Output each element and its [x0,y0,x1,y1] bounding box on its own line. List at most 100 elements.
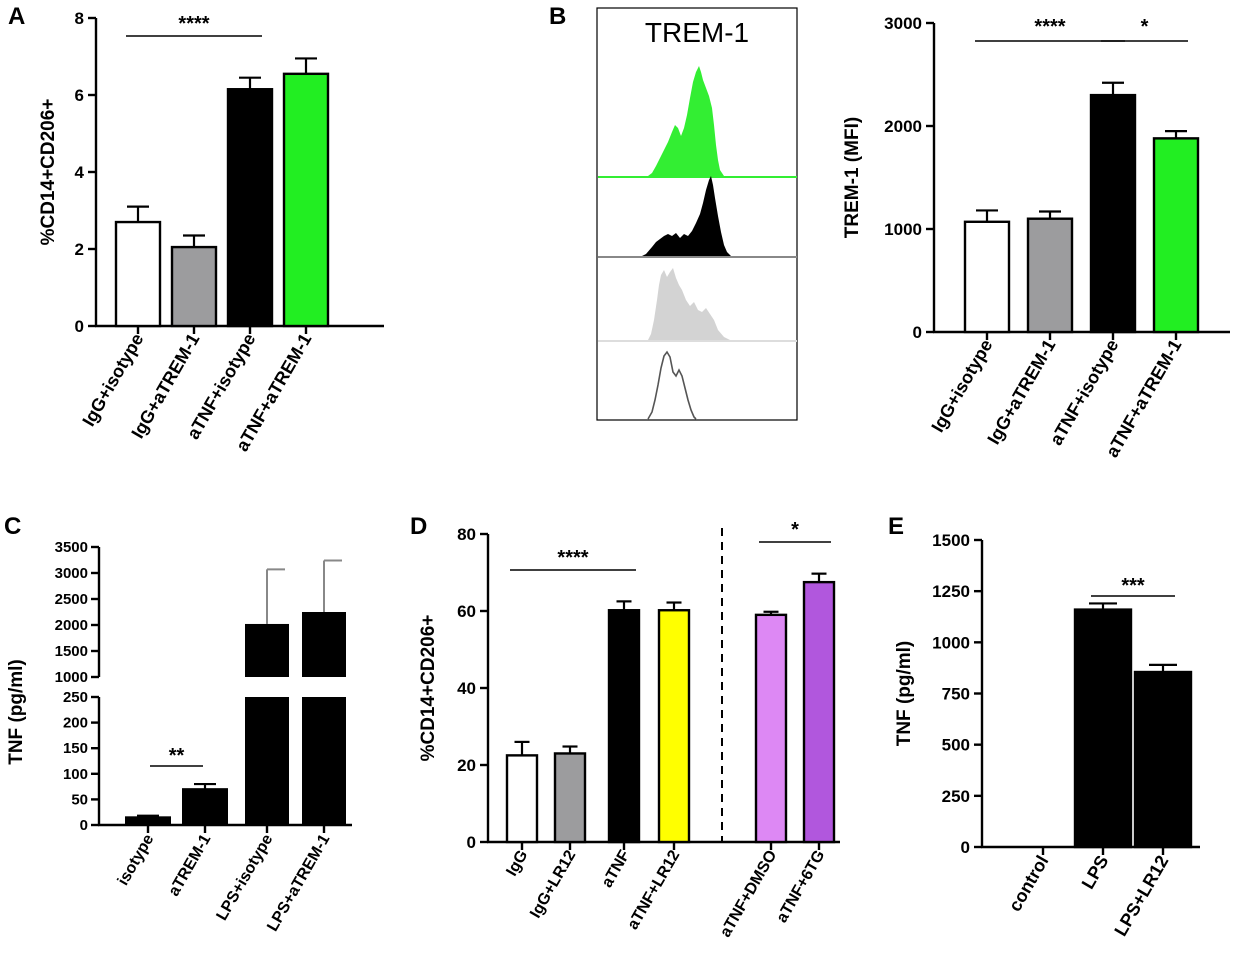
y-tick-label: 2 [75,240,84,259]
bar [963,220,1011,334]
y-tick-label: 2000 [55,617,88,634]
significance-label: * [791,519,799,541]
category-label: LPS+LR12 [1110,852,1172,940]
y-tick-label: 3000 [55,565,88,582]
y-tick-label: 60 [457,602,476,621]
category-label: aTNF+LR12 [625,847,684,932]
chart-b: 0 1000 2000 3000 TREM-1 (MFI) IgG+isotypeIgG+… [842,14,1230,461]
y-tick-label: 50 [71,791,88,808]
category-label: IgG [503,848,531,880]
y-tick-label: 1000 [55,669,88,686]
category-label: LPS+aTREM-1 [264,831,333,934]
panel-letter-e: E [888,513,904,540]
category-label: isotype [115,831,158,888]
y-tick-label: 250 [942,787,970,806]
bar [282,72,330,328]
bar [1026,217,1074,334]
bar [657,609,691,844]
panel-letter-a: A [8,3,25,30]
bar [505,754,539,844]
significance-label: ** [169,745,185,767]
bar [170,245,218,328]
category-label: IgG+aTREM-1 [983,336,1059,448]
y-axis-label: TREM-1 (MFI) [842,117,863,238]
y-tick-label: 250 [63,689,88,706]
bar [125,816,171,827]
y-tick-label: 3000 [884,14,922,33]
bar [1073,608,1133,849]
y-tick-label: 0 [467,833,476,852]
y-tick-label: 0 [913,323,922,342]
y-tick-label: 40 [457,679,476,698]
y-tick-label: 2500 [55,591,88,608]
y-tick-label: 3500 [55,539,88,556]
bar [1089,93,1137,334]
y-axis-label: %CD14+CD206+ [38,99,59,246]
bar-lower-segment [302,697,346,825]
significance-label: **** [557,547,588,569]
y-tick-label: 1000 [932,633,970,652]
y-axis-label: %CD14+CD206+ [418,615,439,762]
chart-e: 0 250 500 750 1000 1250 1500 TNF (pg/ml) control… [894,531,1200,940]
y-tick-label: 1000 [884,220,922,239]
y-tick-label: 200 [63,715,88,732]
y-tick-label: 20 [457,756,476,775]
bar-upper-segment [245,623,289,677]
y-tick-label: 1500 [932,531,970,550]
bar [802,580,836,844]
y-axis-label: TNF (pg/ml) [894,641,915,747]
bar-upper-segment [302,612,346,677]
category-label: control [1005,852,1053,915]
y-tick-label: 100 [63,766,88,783]
y-tick-label: 1250 [932,582,970,601]
trem1-histogram: TREM-1 [596,7,798,421]
y-tick-label: 8 [75,9,84,28]
y-tick-label: 1500 [55,643,88,660]
histogram-trace-gray [598,268,797,340]
y-tick-label: 150 [63,740,88,757]
histogram-trace-outline [647,350,697,420]
significance-label: * [1141,16,1149,38]
significance-label: **** [178,13,209,35]
category-label: IgG+LR12 [527,847,579,921]
category-label: aTREM-1 [166,831,215,899]
histogram-trace-green [598,66,797,176]
category-label: aTNF+6TG [774,848,829,926]
chart-c: 1000 1500 2000 2500 3000 3500 0 50 100 150 200 250 T… [6,539,352,934]
bar [553,752,587,844]
panel-letter-b: B [549,3,566,30]
bar [607,609,641,844]
category-label: aTNF [599,847,634,890]
y-tick-label: 0 [80,817,88,834]
bar [114,220,162,328]
histogram-trace-black [598,176,797,257]
y-tick-label: 2000 [884,117,922,136]
y-tick-label: 0 [961,838,970,857]
y-tick-label: 500 [942,736,970,755]
bar [1152,137,1200,334]
bar [1133,670,1193,849]
y-tick-label: 4 [75,163,85,182]
category-label: LPS+isotype [213,831,276,923]
significance-label: *** [1121,575,1145,597]
category-label: IgG+isotype [927,336,996,436]
bar [182,788,228,826]
y-tick-label: 750 [942,685,970,704]
y-tick-label: 0 [75,317,84,336]
histogram-frame [596,7,798,421]
significance-label: **** [1034,16,1065,38]
bar [754,613,788,844]
category-label: LPS [1078,852,1113,892]
y-axis-label: TNF (pg/ml) [6,659,27,765]
y-tick-label: 80 [457,525,476,544]
category-label: aTNF+DMSO [717,848,780,941]
bar-lower-segment [245,697,289,825]
panel-letter-d: D [410,513,427,540]
y-tick-label: 6 [75,86,84,105]
chart-a: 02468%CD14+CD206+IgG+isotypeIgG+aTREM-1a… [38,9,384,455]
bar [226,88,274,328]
histogram-title: TREM-1 [645,17,749,48]
category-label: aTNF+isotype [1046,336,1123,449]
